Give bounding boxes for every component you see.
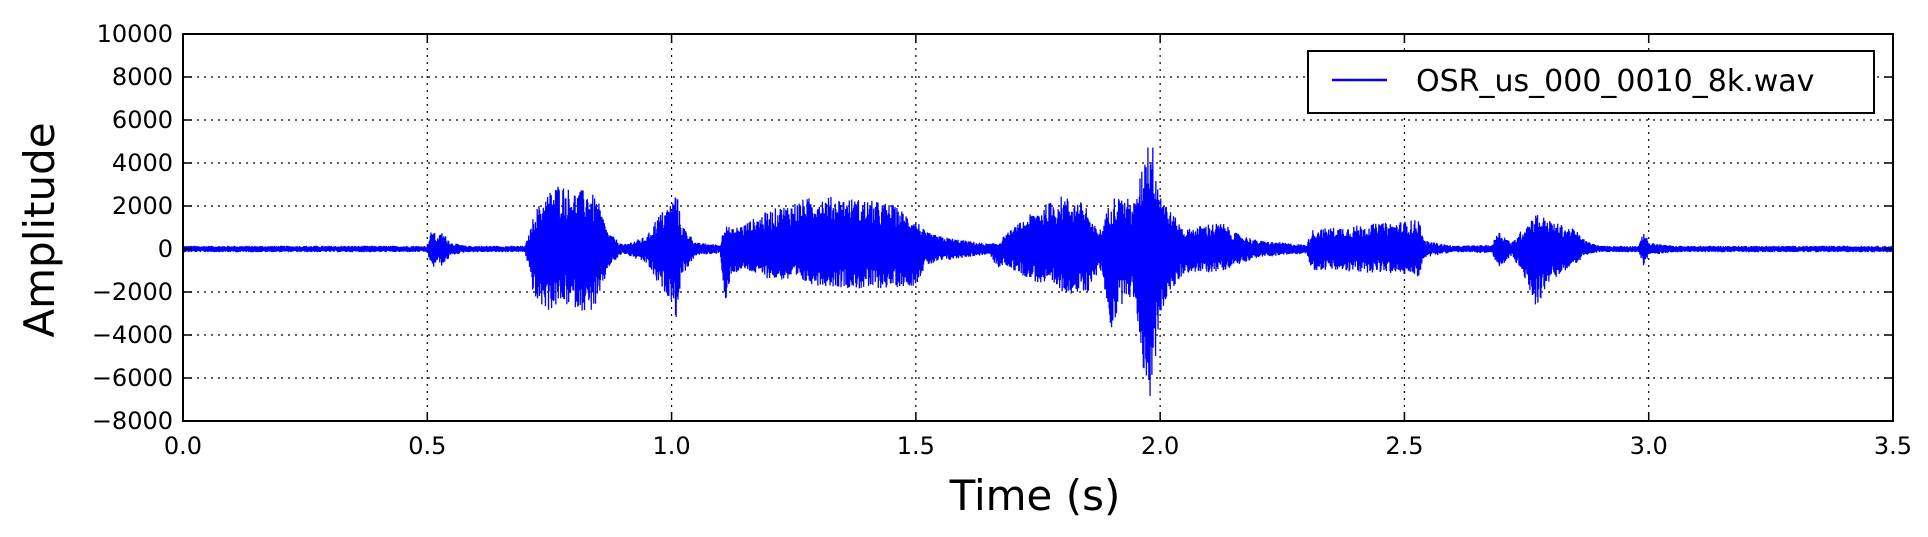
x-tick-label: 3.5 [1874, 432, 1912, 460]
x-tick-label: 2.5 [1385, 432, 1423, 460]
y-tick-label: 10000 [97, 20, 173, 48]
legend-box [1307, 50, 1875, 114]
y-tick-label: −8000 [92, 407, 173, 435]
legend: OSR_us_000_0010_8k.wav [1307, 50, 1875, 114]
axes-frame [182, 33, 1894, 422]
y-tick-label: 2000 [112, 192, 173, 220]
legend-label: OSR_us_000_0010_8k.wav [1416, 64, 1814, 99]
y-tick-label: 4000 [112, 149, 173, 177]
y-tick-label: −6000 [92, 364, 173, 392]
x-axis-label: Time (s) [949, 471, 1121, 520]
plot-area [183, 147, 1893, 397]
waveform-series-line [183, 147, 1893, 397]
x-tick-label: 0.0 [164, 432, 202, 460]
y-tick-label: −4000 [92, 321, 173, 349]
y-tick-label: 0 [158, 235, 173, 263]
axis-ticks: 0.0 0.5 1.0 1.5 2.0 2.5 3.0 3.5 10000 8000 6000 400… [92, 20, 1912, 460]
y-tick-label: 8000 [112, 63, 173, 91]
y-tick-label: 6000 [112, 106, 173, 134]
y-axis-label: Amplitude [15, 122, 64, 337]
x-tick-label: 3.0 [1630, 432, 1668, 460]
x-tick-label: 2.0 [1141, 432, 1179, 460]
x-tick-label: 0.5 [408, 432, 446, 460]
x-tick-label: 1.5 [897, 432, 935, 460]
y-tick-label: −2000 [92, 278, 173, 306]
x-tick-label: 1.0 [652, 432, 690, 460]
